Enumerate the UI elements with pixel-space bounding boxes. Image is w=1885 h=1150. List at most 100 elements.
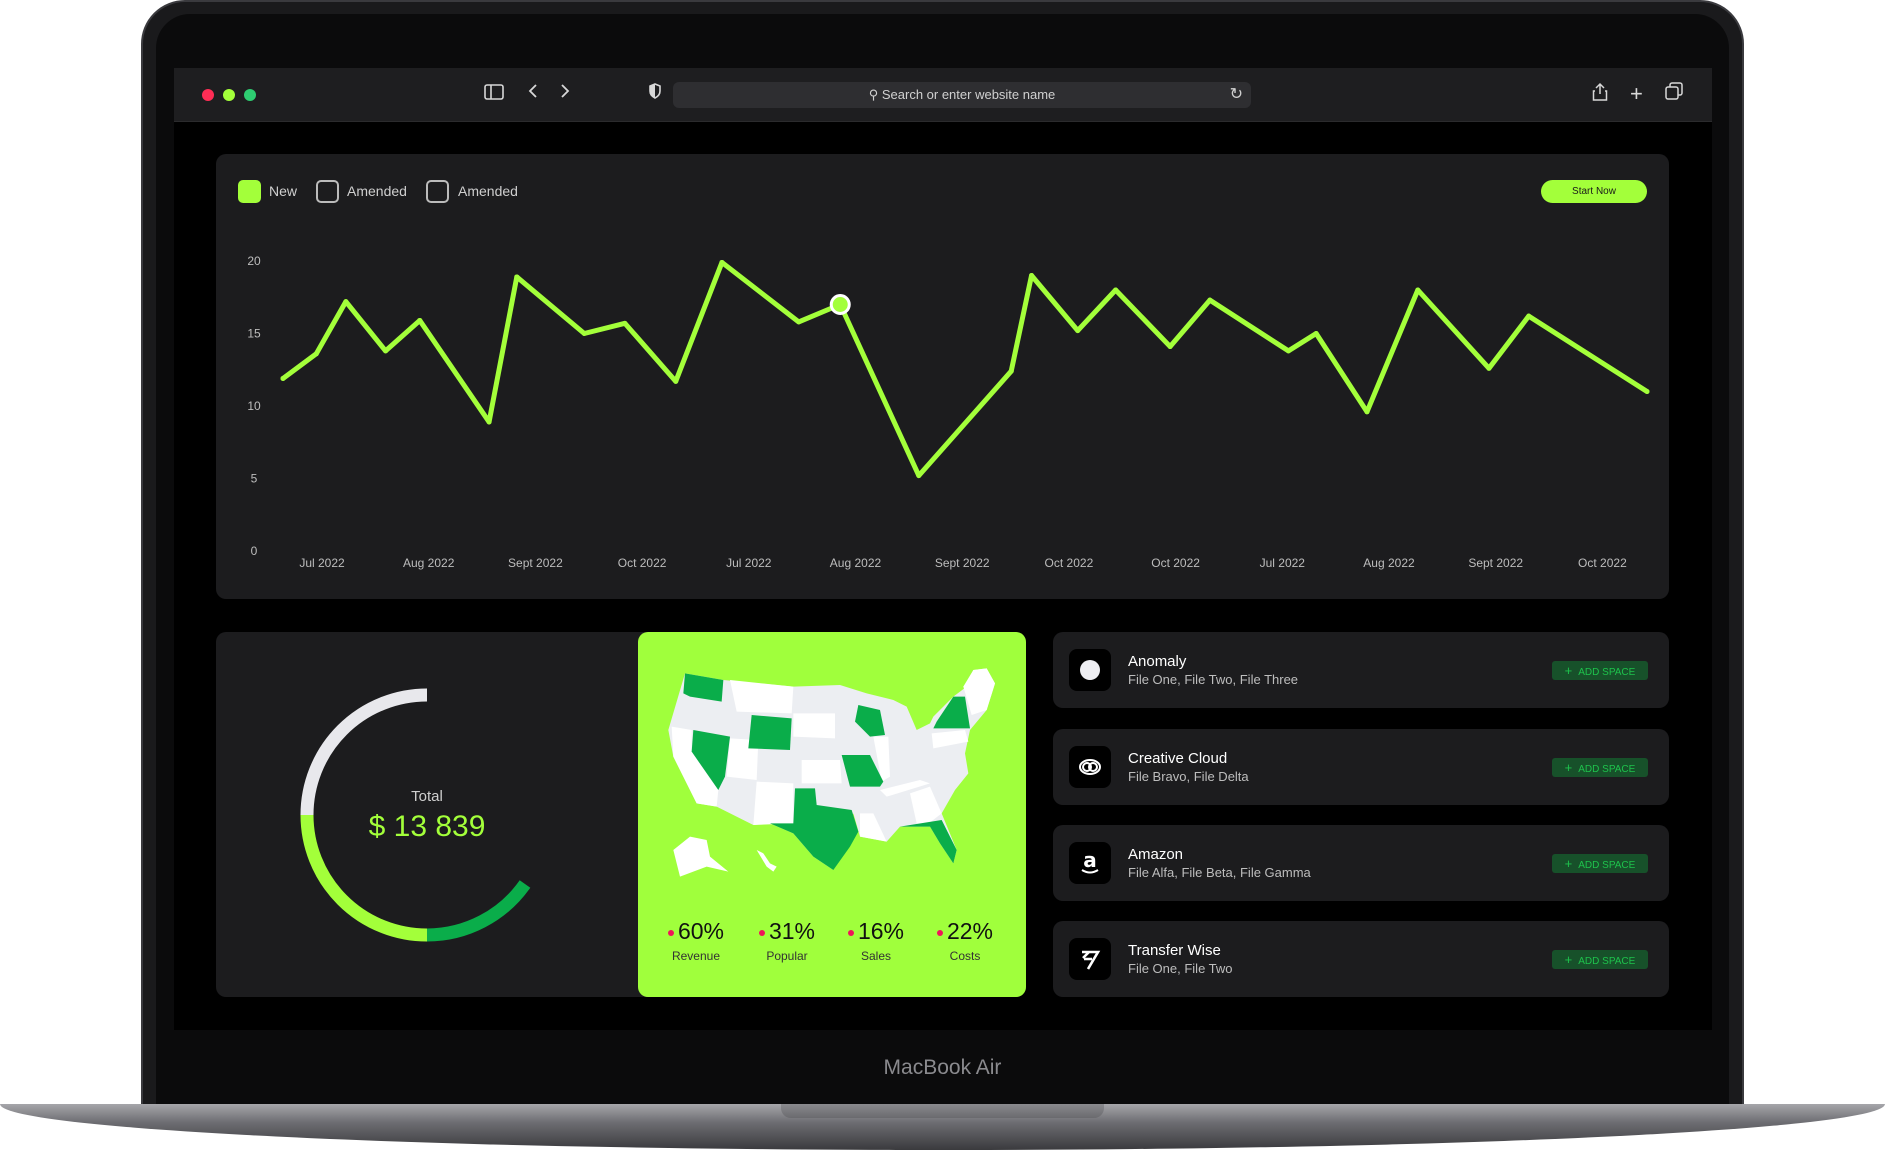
list-item-transfer-wise[interactable]: Transfer Wise File One, File Two + ADD SP… [1053, 921, 1669, 997]
series-line [280, 259, 1650, 479]
transferwise-icon [1069, 938, 1111, 980]
app-files: File Bravo, File Delta [1128, 769, 1249, 784]
data-point[interactable] [1313, 331, 1319, 336]
y-tick-label: 10 [247, 399, 261, 413]
total-value: $ 13 839 [368, 810, 486, 843]
data-point[interactable] [1113, 287, 1119, 293]
x-tick-label: Jul 2022 [299, 556, 345, 570]
app-name: Transfer Wise [1128, 942, 1221, 959]
data-point[interactable] [1364, 409, 1370, 415]
data-point[interactable] [1526, 313, 1532, 319]
tab-overview-icon[interactable] [1665, 82, 1683, 106]
ring-segment-1 [300, 688, 428, 816]
data-point[interactable] [916, 473, 922, 479]
app-name: Creative Cloud [1128, 750, 1228, 767]
zoom-window-button[interactable] [244, 89, 256, 101]
device-label: MacBook Air [883, 1056, 1002, 1079]
data-point[interactable] [1075, 328, 1081, 334]
button-label: ADD SPACE [1578, 956, 1636, 967]
legend-label-amended-2: Amended [458, 183, 518, 199]
app-name: Amazon [1128, 846, 1184, 863]
data-point[interactable] [514, 274, 520, 280]
button-label: ADD SPACE [1578, 667, 1636, 678]
data-point[interactable] [313, 351, 319, 357]
y-tick-label: 15 [247, 327, 261, 341]
x-tick-label: Jul 2022 [726, 556, 772, 570]
x-tick-label: Sept 2022 [1468, 556, 1523, 570]
legend-checkbox-amended[interactable] [316, 180, 339, 203]
add-space-button[interactable]: + ADD SPACE [1552, 758, 1648, 777]
list-item-creative-cloud[interactable]: Creative Cloud File Bravo, File Delta + A… [1053, 729, 1669, 805]
add-space-button[interactable]: + ADD SPACE [1552, 854, 1648, 873]
list-item-amazon[interactable]: a Amazon File Alfa, File Beta, File Gamm… [1053, 825, 1669, 901]
add-space-button[interactable]: + ADD SPACE [1552, 950, 1648, 969]
app-files: File Alfa, File Beta, File Gamma [1128, 865, 1311, 880]
x-tick-label: Aug 2022 [403, 556, 455, 570]
data-point[interactable] [1644, 389, 1650, 394]
x-tick-label: Sept 2022 [508, 556, 563, 570]
data-point[interactable] [1207, 297, 1213, 303]
data-point[interactable] [673, 378, 679, 384]
plus-icon: + [1564, 760, 1573, 775]
minimize-window-button[interactable] [223, 89, 235, 101]
close-window-button[interactable] [202, 89, 214, 101]
x-tick-label: Oct 2022 [1578, 556, 1627, 570]
data-point[interactable] [622, 320, 628, 326]
new-tab-icon[interactable]: + [1630, 81, 1643, 106]
button-label: ADD SPACE [1578, 764, 1636, 775]
data-point[interactable] [1167, 344, 1173, 350]
anomaly-icon [1069, 649, 1111, 691]
data-point[interactable] [1415, 287, 1421, 293]
reload-icon[interactable]: ↻ [1229, 86, 1243, 103]
data-point[interactable] [383, 348, 389, 354]
data-point[interactable] [1285, 348, 1291, 354]
stat-label: Popular [766, 949, 808, 963]
legend-checkbox-new[interactable] [238, 180, 261, 203]
data-point[interactable] [343, 299, 349, 305]
stat-revenue: 60% Revenue [651, 918, 741, 963]
app-files: File One, File Two [1128, 961, 1233, 976]
x-tick-label: Oct 2022 [1151, 556, 1200, 570]
plus-icon: + [1564, 856, 1573, 871]
start-now-button[interactable]: Start Now [1541, 180, 1647, 203]
address-bar[interactable]: ⚲ Search or enter website name ↻ [673, 82, 1251, 108]
x-tick-label: Jul 2022 [1260, 556, 1306, 570]
data-point[interactable] [1486, 365, 1492, 371]
data-point[interactable] [417, 317, 423, 323]
sidebar-icon[interactable] [484, 82, 504, 106]
ring-segment-3 [426, 880, 531, 942]
data-point[interactable] [280, 375, 286, 381]
data-point[interactable] [581, 331, 587, 336]
x-tick-label: Sept 2022 [935, 556, 990, 570]
search-icon: ⚲ [868, 87, 879, 102]
y-tick-label: 20 [247, 254, 261, 268]
stat-value: 31% [742, 918, 832, 945]
line-chart-card: 20 15 10 5 0 Jul 2022 Aug 2022 Sept 2022 Oct 202… [216, 154, 1669, 599]
laptop-notch [781, 1104, 1104, 1118]
data-point[interactable] [719, 259, 725, 265]
add-space-button[interactable]: + ADD SPACE [1552, 661, 1648, 680]
x-tick-label: Aug 2022 [830, 556, 882, 570]
amazon-icon: a [1069, 842, 1111, 884]
data-point[interactable] [1008, 368, 1014, 374]
stat-value: 22% [920, 918, 1010, 945]
stat-value: 16% [831, 918, 921, 945]
list-item-anomaly[interactable]: Anomaly File One, File Two, File Three +… [1053, 632, 1669, 708]
x-tick-label: Aug 2022 [1363, 556, 1415, 570]
stat-value: 60% [651, 918, 741, 945]
back-icon[interactable] [527, 82, 539, 106]
data-point[interactable] [486, 419, 492, 425]
legend-checkbox-amended-2[interactable] [426, 180, 449, 203]
data-point[interactable] [796, 319, 802, 325]
data-point[interactable] [1029, 273, 1035, 278]
y-tick-label: 5 [251, 472, 258, 486]
y-tick-label: 0 [251, 544, 258, 558]
plus-icon: + [1564, 663, 1573, 678]
creative-cloud-icon [1069, 746, 1111, 788]
highlighted-data-point[interactable] [829, 294, 851, 315]
share-icon[interactable] [1592, 82, 1608, 108]
forward-icon[interactable] [559, 82, 571, 106]
privacy-shield-icon[interactable] [648, 82, 662, 106]
total-label: Total [411, 788, 443, 805]
line-chart: 20 15 10 5 0 Jul 2022 Aug 2022 Sept 2022 Oct 202… [247, 254, 1650, 570]
